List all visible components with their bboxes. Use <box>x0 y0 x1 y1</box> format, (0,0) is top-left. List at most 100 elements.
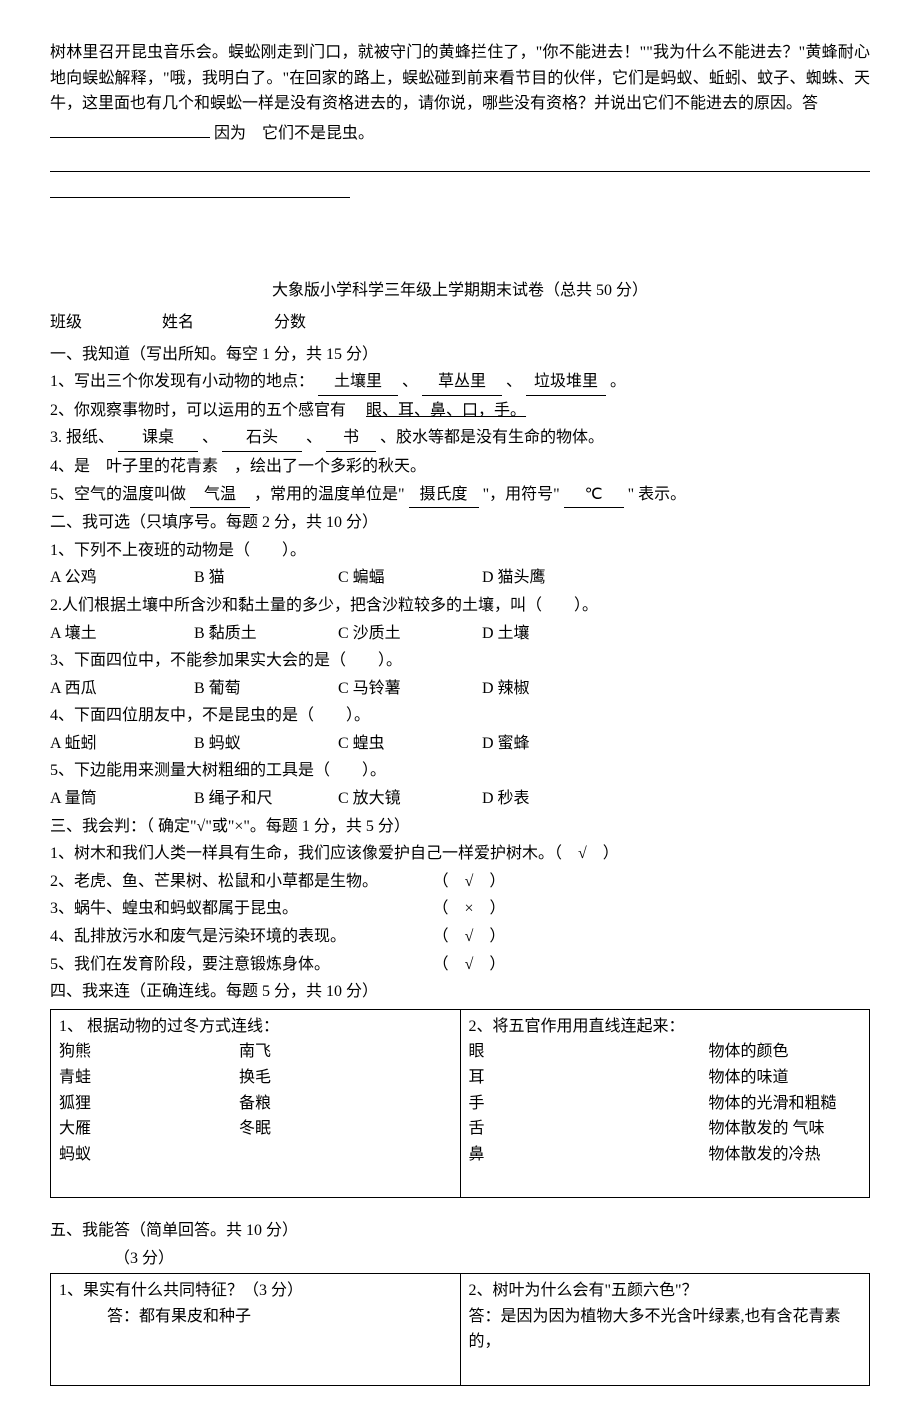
answer-right-cell: 2、树叶为什么会有"五颜六色"？ 答：是因为因为植物大多不光含叶绿素,也有含花青… <box>460 1274 870 1385</box>
s1q2-answer: 眼、耳、鼻、口，手。 <box>366 402 526 419</box>
ml-r0-l: 狗熊 <box>59 1039 239 1065</box>
s1q1-blank2[interactable]: 草丛里 <box>422 369 502 396</box>
s1-q5: 5、空气的温度叫做 气温 ，常用的温度单位是" 摄氏度 "，用符号" ℃ " 表… <box>50 482 870 509</box>
intro-paragraph: 树林里召开昆虫音乐会。蜈蚣刚走到门口，就被守门的黄蜂拦住了，"你不能进去！""我… <box>50 40 870 117</box>
ml-r0-r: 南飞 <box>239 1039 452 1065</box>
answer-left-cell: 1、果实有什么共同特征？（3 分） 答：都有果皮和种子 <box>51 1274 461 1385</box>
s2-q3-options: A 西瓜 B 葡萄 C 马铃薯 D 辣椒 <box>50 676 870 702</box>
s3-q1: 1、树木和我们人类一样具有生命，我们应该像爱护自己一样爱护树木。（ √ ） <box>50 841 870 867</box>
mr-r3-l: 舌 <box>469 1116 709 1142</box>
s2-q4: 4、下面四位朋友中，不是昆虫的是（ ）。 <box>50 703 870 729</box>
s2q2-opt-c[interactable]: C 沙质土 <box>338 621 478 647</box>
s2-q5-options: A 量筒 B 绳子和尺 C 放大镜 D 秒表 <box>50 786 870 812</box>
section3-header: 三、我会判：（ 确定"√"或"×"。每题 1 分，共 5 分） <box>50 814 870 840</box>
s1q1-blank1[interactable]: 土壤里 <box>318 369 398 396</box>
s2q5-opt-a[interactable]: A 量筒 <box>50 786 190 812</box>
s2-q4-options: A 蚯蚓 B 蚂蚁 C 蝗虫 D 蜜蜂 <box>50 731 870 757</box>
s2-q2: 2.人们根据土壤中所含沙和黏土量的多少，把含沙粒较多的土壤，叫（ ）。 <box>50 593 870 619</box>
s2q3-opt-c[interactable]: C 马铃薯 <box>338 676 478 702</box>
section5-header: 五、我能答（简单回答。共 10 分） <box>50 1218 870 1244</box>
s3q3-answer[interactable]: （ × ） <box>424 896 514 922</box>
intro-after: 因为 它们不是昆虫。 <box>214 125 374 142</box>
section4-header: 四、我来连（正确连线。每题 5 分，共 10 分） <box>50 979 870 1005</box>
mr-r2-l: 手 <box>469 1091 709 1117</box>
s2-q5: 5、下边能用来测量大树粗细的工具是（ ）。 <box>50 758 870 784</box>
section2-header: 二、我可选（只填序号。每题 2 分，共 10 分） <box>50 510 870 536</box>
s3q5-answer[interactable]: （ √ ） <box>424 952 514 978</box>
mr-r0-r: 物体的颜色 <box>709 1039 862 1065</box>
s3-q2: 2、老虎、鱼、芒果树、松鼠和小草都是生物。 （ √ ） <box>50 869 870 895</box>
s1-q4: 4、是 叶子里的花青素 ，绘出了一个多彩的秋天。 <box>50 454 870 480</box>
s1-q3: 3. 报纸、 课桌 、 石头 、 书 、胶水等都是没有生命的物体。 <box>50 425 870 452</box>
s2q3-opt-b[interactable]: B 葡萄 <box>194 676 334 702</box>
s2q1-opt-a[interactable]: A 公鸡 <box>50 565 190 591</box>
s3q2-answer[interactable]: （ √ ） <box>424 869 514 895</box>
ml-r3-r: 冬眠 <box>239 1116 452 1142</box>
ml-r4-r <box>239 1142 452 1168</box>
s5-q2: 2、树叶为什么会有"五颜六色"？ <box>469 1278 862 1304</box>
ml-r1-l: 青蛙 <box>59 1065 239 1091</box>
s2q5-opt-c[interactable]: C 放大镜 <box>338 786 478 812</box>
ml-r2-r: 备粮 <box>239 1091 452 1117</box>
s2q3-opt-a[interactable]: A 西瓜 <box>50 676 190 702</box>
mr-r3-r: 物体散发的 气味 <box>709 1116 862 1142</box>
s5-q1: 1、果实有什么共同特征？（3 分） <box>59 1278 452 1304</box>
mr-r1-r: 物体的味道 <box>709 1065 862 1091</box>
s1q3-blank3[interactable]: 书 <box>326 425 376 452</box>
intro-blank[interactable] <box>50 137 210 138</box>
s2-q1: 1、下列不上夜班的动物是（ ）。 <box>50 538 870 564</box>
s2q2-opt-a[interactable]: A 壤土 <box>50 621 190 647</box>
s3-q5: 5、我们在发育阶段，要注意锻炼身体。 （ √ ） <box>50 952 870 978</box>
section1-header: 一、我知道（写出所知。每空 1 分，共 15 分） <box>50 342 870 368</box>
paper-header: 班级 姓名 分数 <box>50 310 870 336</box>
s2q3-opt-d[interactable]: D 辣椒 <box>482 676 622 702</box>
s2q5-opt-b[interactable]: B 绳子和尺 <box>194 786 334 812</box>
paper-title: 大象版小学科学三年级上学期期末试卷（总共 50 分） <box>50 278 870 304</box>
s3q4-answer[interactable]: （ √ ） <box>424 924 514 950</box>
match-right-cell: 2、将五官作用用直线连起来： 眼物体的颜色 耳物体的味道 手物体的光滑和粗糙 舌… <box>460 1009 870 1197</box>
intro-text: 树林里召开昆虫音乐会。蜈蚣刚走到门口，就被守门的黄蜂拦住了，"你不能进去！""我… <box>50 44 870 112</box>
s1q5-blank2[interactable]: 摄氏度 <box>409 482 479 509</box>
s2q1-opt-c[interactable]: C 蝙蝠 <box>338 565 478 591</box>
intro-line2: 因为 它们不是昆虫。 <box>50 121 870 147</box>
mr-r4-l: 鼻 <box>469 1142 709 1168</box>
s2q4-opt-a[interactable]: A 蚯蚓 <box>50 731 190 757</box>
s5-q1-answer: 答：都有果皮和种子 <box>59 1304 452 1330</box>
s2-q2-options: A 壤土 B 黏质土 C 沙质土 D 土壤 <box>50 621 870 647</box>
s1q5-blank3[interactable]: ℃ <box>564 482 624 509</box>
s1q3-blank1[interactable]: 课桌 <box>118 425 198 452</box>
ml-r3-l: 大雁 <box>59 1116 239 1142</box>
s1q3-blank2[interactable]: 石头 <box>222 425 302 452</box>
mr-r4-r: 物体散发的冷热 <box>709 1142 862 1168</box>
match-left-cell: 1、 根据动物的过冬方式连线： 狗熊南飞 青蛙换毛 狐狸备粮 大雁冬眠 蚂蚁 <box>51 1009 461 1197</box>
s1q5-blank1[interactable]: 气温 <box>190 482 250 509</box>
s5-q2-answer: 答：是因为因为植物大多不光含叶绿素,也有含花青素的， <box>469 1304 862 1355</box>
ml-r4-l: 蚂蚁 <box>59 1142 239 1168</box>
s2q1-opt-d[interactable]: D 猫头鹰 <box>482 565 622 591</box>
blank-line-1[interactable] <box>50 152 870 172</box>
ml-r2-l: 狐狸 <box>59 1091 239 1117</box>
s2q2-opt-b[interactable]: B 黏质土 <box>194 621 334 647</box>
s2-q1-options: A 公鸡 B 猫 C 蝙蝠 D 猫头鹰 <box>50 565 870 591</box>
mr-r1-l: 耳 <box>469 1065 709 1091</box>
s2q4-opt-d[interactable]: D 蜜蜂 <box>482 731 622 757</box>
s1-q2: 2、你观察事物时，可以运用的五个感官有 眼、耳、鼻、口，手。 <box>50 398 870 424</box>
s1q1-blank3[interactable]: 垃圾堆里 <box>526 369 606 396</box>
s2q2-opt-d[interactable]: D 土壤 <box>482 621 622 647</box>
s2q1-opt-b[interactable]: B 猫 <box>194 565 334 591</box>
match-left-title: 1、 根据动物的过冬方式连线： <box>59 1014 452 1040</box>
blank-line-2[interactable] <box>50 178 350 198</box>
s3-q3: 3、蜗牛、蝗虫和蚂蚁都属于昆虫。 （ × ） <box>50 896 870 922</box>
s2q4-opt-b[interactable]: B 蚂蚁 <box>194 731 334 757</box>
s2-q3: 3、下面四位中，不能参加果实大会的是（ ）。 <box>50 648 870 674</box>
mr-r0-l: 眼 <box>469 1039 709 1065</box>
match-table: 1、 根据动物的过冬方式连线： 狗熊南飞 青蛙换毛 狐狸备粮 大雁冬眠 蚂蚁 2… <box>50 1009 870 1198</box>
s3-q4: 4、乱排放污水和废气是污染环境的表现。 （ √ ） <box>50 924 870 950</box>
match-right-title: 2、将五官作用用直线连起来： <box>469 1014 862 1040</box>
s1-q1: 1、写出三个你发现有小动物的地点： 土壤里 、 草丛里 、 垃圾堆里 。 <box>50 369 870 396</box>
s2q4-opt-c[interactable]: C 蝗虫 <box>338 731 478 757</box>
mr-r2-r: 物体的光滑和粗糙 <box>709 1091 862 1117</box>
s5-points: （3 分） <box>50 1246 870 1272</box>
s2q5-opt-d[interactable]: D 秒表 <box>482 786 622 812</box>
ml-r1-r: 换毛 <box>239 1065 452 1091</box>
